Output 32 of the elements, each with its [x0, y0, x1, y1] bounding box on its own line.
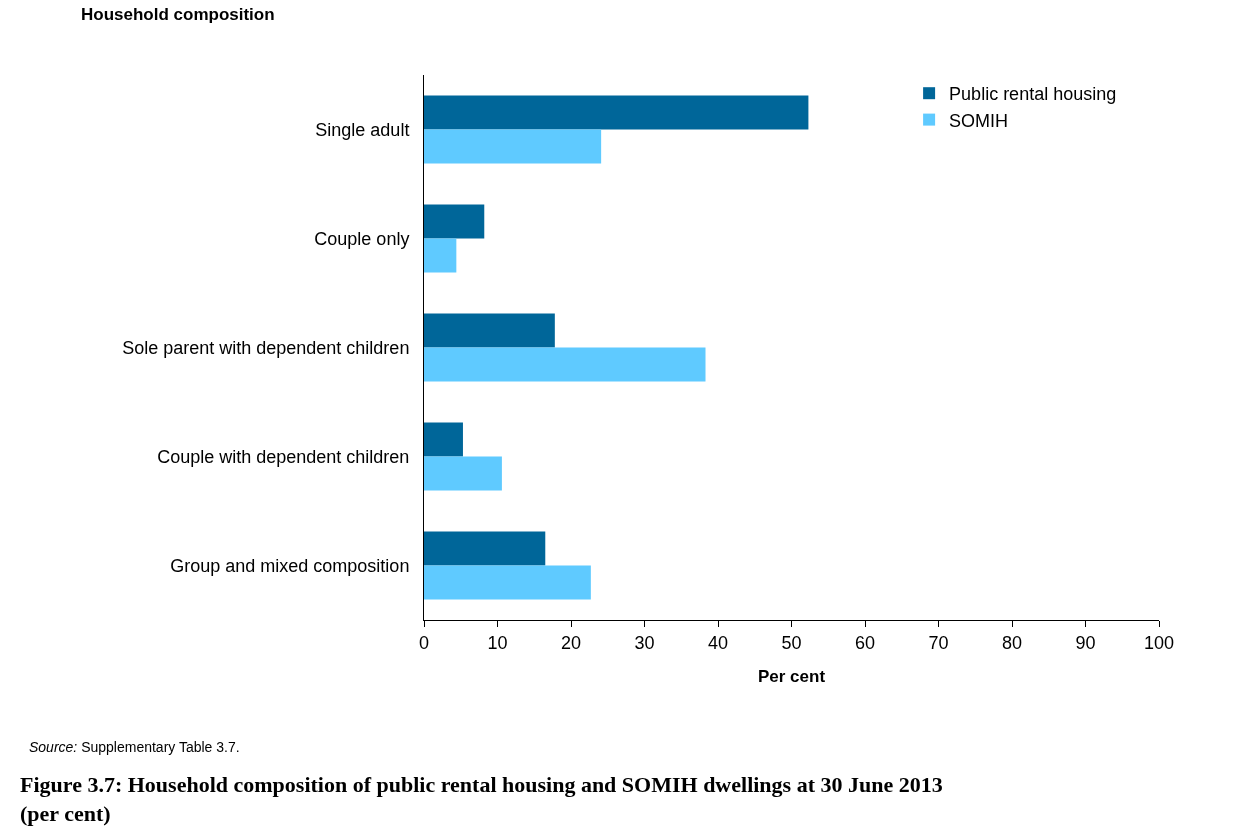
y-tick-label: Couple with dependent children	[157, 446, 410, 467]
x-tick-label: 60	[854, 632, 876, 653]
x-tick-label: 0	[418, 632, 430, 653]
legend-label: Public rental housing	[949, 84, 1117, 105]
x-tick-label: 10	[487, 632, 508, 653]
text: Figure 3.7: Household composition of public rental housing and SOMIH dwellings at 30 June 2013 (per cent)	[20, 772, 943, 826]
bar	[424, 129, 602, 164]
y-tick-label: Group and mixed composition	[170, 555, 410, 576]
x-tick-label: 90	[1075, 632, 1096, 653]
legend-label: SOMIH	[949, 110, 1009, 131]
x-tick-label: 100	[1143, 632, 1175, 653]
y-tick-label: Couple only	[314, 228, 410, 249]
x-tick-label: 70	[928, 632, 949, 653]
bar	[424, 531, 546, 566]
bar	[424, 95, 809, 130]
bar	[424, 422, 463, 457]
y-axis-title: Household composition	[81, 5, 275, 24]
bar	[424, 313, 555, 348]
x-tick-label: 80	[1001, 632, 1023, 653]
x-tick-label: 30	[634, 632, 655, 653]
source-note: Source: Supplementary Table 3.7.	[29, 739, 240, 755]
bar	[424, 347, 706, 382]
bar	[424, 565, 591, 600]
bar	[424, 204, 485, 239]
x-tick-label: 50	[781, 632, 802, 653]
bar	[424, 238, 457, 273]
y-tick-label: Single adult	[315, 119, 410, 140]
x-tick-label: 20	[560, 632, 582, 653]
x-tick-label: 40	[707, 632, 729, 653]
x-axis-title: Per cent	[757, 667, 826, 686]
y-tick-label: Sole parent with dependent children	[122, 337, 410, 358]
bar	[424, 456, 502, 491]
